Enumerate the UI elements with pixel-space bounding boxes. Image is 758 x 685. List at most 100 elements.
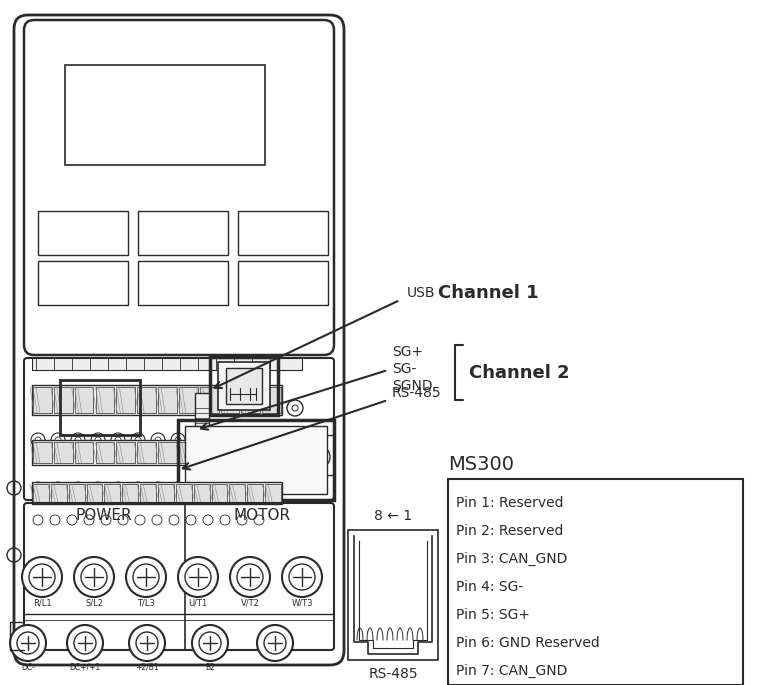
Text: MOTOR: MOTOR <box>233 508 290 523</box>
Text: U/T1: U/T1 <box>189 599 208 608</box>
Bar <box>238 261 328 305</box>
Bar <box>96 442 114 463</box>
Bar <box>33 484 49 502</box>
Bar <box>32 482 282 504</box>
Text: SG+: SG+ <box>392 345 423 359</box>
Text: Pin 2: Reserved: Pin 2: Reserved <box>456 524 563 538</box>
Bar <box>32 385 282 415</box>
Bar <box>32 440 282 465</box>
Bar <box>116 387 135 413</box>
Text: R/L1: R/L1 <box>33 599 52 608</box>
Bar <box>137 387 156 413</box>
Circle shape <box>22 557 62 597</box>
Text: Channel 2: Channel 2 <box>469 364 569 382</box>
Bar <box>238 211 328 255</box>
Bar <box>96 387 114 413</box>
Bar <box>69 484 85 502</box>
Bar <box>262 442 281 463</box>
Text: Channel 1: Channel 1 <box>438 284 539 302</box>
Bar <box>211 484 227 502</box>
Bar <box>178 420 334 500</box>
Bar <box>38 211 128 255</box>
Text: Pin 1: Reserved: Pin 1: Reserved <box>456 496 563 510</box>
Circle shape <box>292 405 298 411</box>
Circle shape <box>282 557 322 597</box>
Circle shape <box>75 437 81 443</box>
Circle shape <box>155 437 161 443</box>
Bar <box>122 484 138 502</box>
Bar <box>194 484 209 502</box>
Bar <box>221 442 240 463</box>
Bar <box>448 479 743 685</box>
Circle shape <box>115 437 121 443</box>
Bar <box>75 387 93 413</box>
Text: SGND: SGND <box>392 379 433 393</box>
Circle shape <box>35 437 41 443</box>
Bar <box>348 530 438 660</box>
Bar <box>54 387 73 413</box>
Text: B2: B2 <box>205 662 215 671</box>
Circle shape <box>55 437 61 443</box>
Circle shape <box>192 625 228 661</box>
Bar <box>105 484 121 502</box>
Text: W/T3: W/T3 <box>291 599 313 608</box>
Bar <box>38 261 128 305</box>
Circle shape <box>313 451 325 463</box>
Text: Pin 4: SG-: Pin 4: SG- <box>456 580 523 594</box>
Text: SG-: SG- <box>392 362 416 376</box>
Text: +2/B1: +2/B1 <box>135 662 159 671</box>
Bar <box>158 484 174 502</box>
Bar <box>218 362 270 410</box>
Bar <box>210 357 278 415</box>
Circle shape <box>178 557 218 597</box>
Text: USB: USB <box>407 286 436 300</box>
Circle shape <box>195 437 201 443</box>
Circle shape <box>67 625 103 661</box>
Circle shape <box>129 625 165 661</box>
Bar <box>221 387 240 413</box>
Text: Pin 6: GND Reserved: Pin 6: GND Reserved <box>456 636 600 650</box>
Bar <box>241 387 260 413</box>
Text: S/L2: S/L2 <box>85 599 103 608</box>
Bar <box>116 442 135 463</box>
Text: Pin 7: CAN_GND: Pin 7: CAN_GND <box>456 664 568 678</box>
Bar <box>241 442 260 463</box>
Text: POWER: POWER <box>76 508 133 523</box>
Text: Pin 3: CAN_GND: Pin 3: CAN_GND <box>456 552 568 566</box>
Circle shape <box>230 557 270 597</box>
Circle shape <box>285 451 297 463</box>
Bar <box>247 484 263 502</box>
Bar <box>179 387 198 413</box>
Bar <box>140 484 156 502</box>
Circle shape <box>126 557 166 597</box>
Bar <box>226 368 262 404</box>
Bar <box>199 387 218 413</box>
Text: T/L3: T/L3 <box>137 599 155 608</box>
Text: V/T2: V/T2 <box>240 599 259 608</box>
Bar <box>86 484 102 502</box>
Bar <box>51 484 67 502</box>
Circle shape <box>95 437 101 443</box>
Bar <box>65 65 265 165</box>
Bar <box>246 435 334 475</box>
Bar <box>32 358 302 370</box>
Bar <box>230 484 246 502</box>
Circle shape <box>235 437 241 443</box>
Bar <box>60 380 140 435</box>
Bar <box>138 211 228 255</box>
Text: RS-485: RS-485 <box>392 386 442 400</box>
Bar <box>158 442 177 463</box>
Bar <box>265 484 281 502</box>
Bar <box>176 484 192 502</box>
Bar <box>33 387 52 413</box>
Bar <box>185 426 327 494</box>
Bar <box>158 387 177 413</box>
Circle shape <box>257 451 269 463</box>
Bar <box>262 387 281 413</box>
Circle shape <box>257 625 293 661</box>
Circle shape <box>215 437 221 443</box>
Circle shape <box>74 557 114 597</box>
Bar <box>137 442 156 463</box>
Text: MS300: MS300 <box>448 456 514 475</box>
Bar <box>33 442 52 463</box>
